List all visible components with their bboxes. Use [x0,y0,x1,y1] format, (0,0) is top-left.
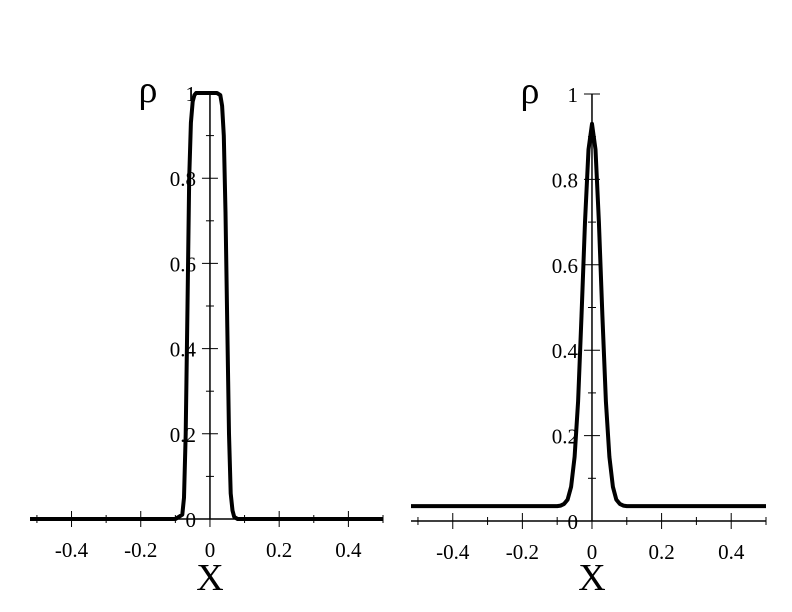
y-tick-label: 0.8 [170,167,196,191]
x-tick-label: -0.4 [55,538,89,562]
y-tick-label: 1 [567,83,578,107]
y-tick-label: 1 [185,82,196,106]
x-tick-label: 0.4 [335,538,362,562]
y-tick-label: 0.2 [170,423,196,447]
y-tick-label: 0.6 [170,252,196,276]
density-curve [411,121,766,509]
density-curve [30,91,383,521]
y-axis-label: ρ [521,70,540,112]
y-tick-label: 0.6 [552,254,578,278]
x-tick-label: 0 [205,538,216,562]
x-tick-label: -0.2 [506,540,539,564]
y-tick-label: 0.8 [552,168,578,192]
y-axis-label: ρ [139,69,158,111]
y-tick-label: 0.4 [170,338,197,362]
x-tick-label: -0.2 [124,538,157,562]
x-tick-label: 0.4 [718,540,745,564]
x-tick-label: 0.2 [266,538,292,562]
left-density-plot: -0.4 -0.2 0 0.2 0.4 0 0.2 0.4 0.6 0.8 1 Xρ [30,69,384,599]
y-tick-label: 0.4 [552,339,579,363]
x-tick-label: -0.4 [436,540,470,564]
y-tick-label: 0 [185,508,196,532]
x-axis-label: X [578,557,605,599]
x-tick-label: 0.2 [648,540,674,564]
x-tick-label: 0 [587,540,598,564]
x-axis-label: X [196,557,223,599]
y-tick-label: 0 [567,510,578,534]
